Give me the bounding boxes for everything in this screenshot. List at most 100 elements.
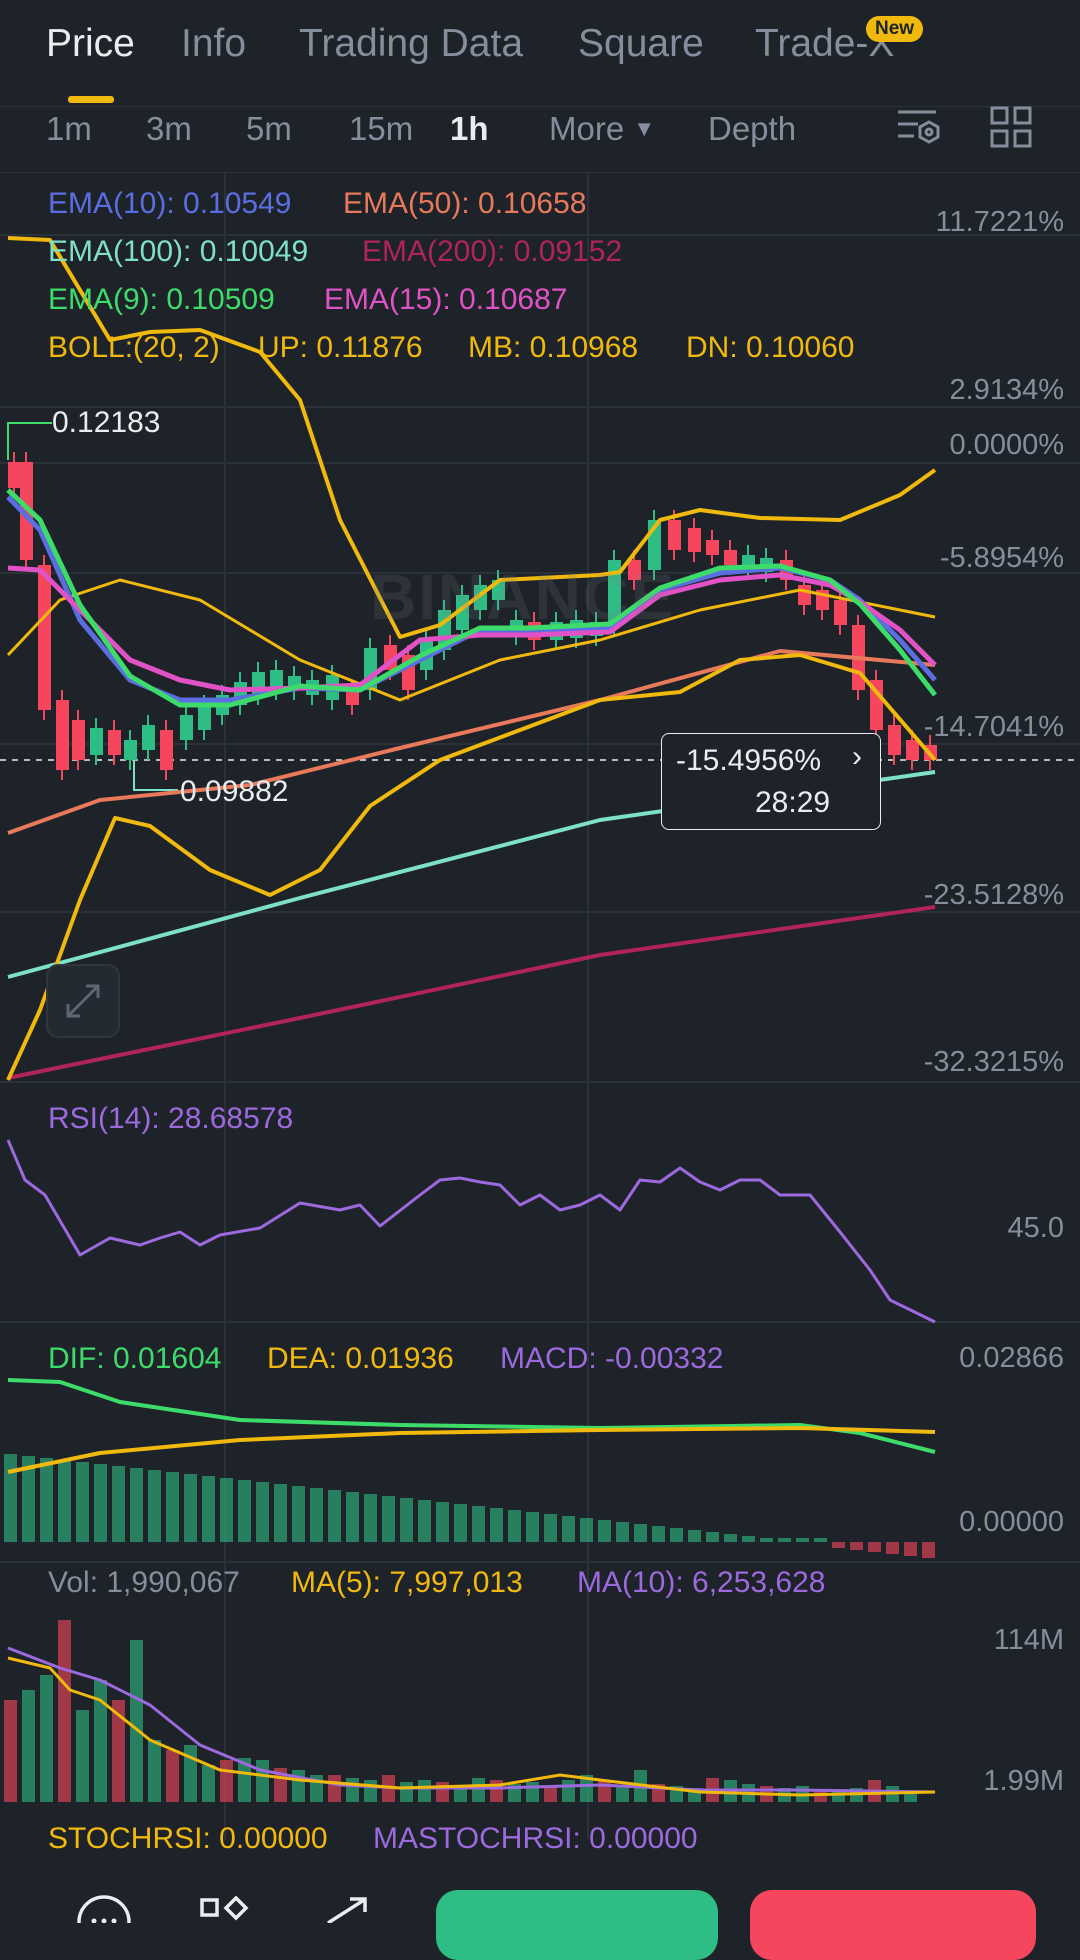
macd-histogram-bar [472, 1506, 485, 1542]
watermark: BINANCE [370, 561, 676, 633]
timeframe-5m[interactable]: 5m [246, 110, 292, 147]
macd-histogram-bar [526, 1512, 539, 1542]
timeframe-depth[interactable]: Depth [708, 110, 797, 147]
timeframe-more[interactable]: More ▼ [549, 110, 655, 148]
macd-histogram-bar [796, 1538, 809, 1542]
volume-bar [22, 1690, 35, 1802]
share-icon[interactable] [320, 1896, 372, 1923]
macd-histogram-bar [922, 1542, 935, 1558]
volume-bar [418, 1780, 431, 1802]
boll-mb-label: MB: 0.10968 [468, 331, 639, 364]
candle-body [142, 725, 155, 750]
volume-ma5-label: MA(5): 7,997,013 [291, 1566, 523, 1599]
timeframe-1h[interactable]: 1h [450, 110, 489, 147]
macd-histogram-bar [724, 1534, 737, 1542]
rsi-label: RSI(14): 28.68578 [48, 1102, 294, 1135]
chat-icon[interactable] [76, 1894, 132, 1923]
macd-histogram-bar [4, 1454, 17, 1542]
macd-histogram-bar [850, 1542, 863, 1550]
timeframe-1m[interactable]: 1m [46, 110, 92, 147]
candle-body [160, 730, 173, 770]
tab-info[interactable]: Info [181, 22, 247, 65]
volume-bar [526, 1782, 539, 1802]
price-axis-label: -32.3215% [923, 1046, 1064, 1078]
tab-trading-data[interactable]: Trading Data [299, 22, 524, 65]
volume-bar [94, 1680, 107, 1802]
timeframe-15m[interactable]: 15m [349, 110, 414, 147]
fullscreen-button[interactable] [46, 964, 120, 1038]
volume-bar [598, 1780, 611, 1802]
ema9-label: EMA(9): 0.10509 [48, 283, 275, 316]
timeframe-3m[interactable]: 3m [146, 110, 192, 147]
macd-histogram-bar [814, 1538, 827, 1542]
volume-bar [580, 1775, 593, 1802]
candle-body [724, 550, 737, 565]
buy-button[interactable] [436, 1890, 718, 1960]
macd-histogram-bar [688, 1530, 701, 1542]
volume-bar [40, 1675, 53, 1802]
candle-body [346, 690, 359, 705]
price-axis-label: 0.0000% [949, 429, 1065, 461]
macd-histogram-bar [616, 1522, 629, 1542]
candle-body [198, 705, 211, 730]
volume-bar [562, 1780, 575, 1802]
macd-histogram-bar [904, 1542, 917, 1556]
macd-histogram-bar [886, 1542, 899, 1554]
volume-ma10-label: MA(10): 6,253,628 [577, 1566, 826, 1599]
candle-body [108, 730, 121, 755]
macd-histogram-bar [22, 1456, 35, 1542]
price-axis-label: -23.5128% [923, 879, 1064, 911]
macd-histogram-bar [148, 1470, 161, 1542]
volume-bar [400, 1782, 413, 1802]
sell-button[interactable] [750, 1890, 1036, 1960]
boll-label: BOLL:(20, 2) [48, 331, 220, 364]
volume-ma5-line [7, 1656, 936, 1797]
ema9-line [6, 488, 937, 708]
tab-price[interactable]: Price [46, 22, 135, 65]
new-badge: New [866, 16, 924, 42]
low-price-label: 0.09882 [180, 775, 289, 808]
macd-axis-top: 0.02866 [959, 1342, 1064, 1374]
macd-value-label: MACD: -0.00332 [500, 1342, 724, 1375]
boll-middle-line [6, 578, 936, 702]
boll-up-label: UP: 0.11876 [258, 331, 423, 364]
volume-bar [148, 1740, 161, 1802]
macd-histogram-bar [40, 1458, 53, 1542]
macd-histogram-bar [490, 1508, 503, 1542]
low-marker-line [133, 760, 178, 791]
macd-histogram-bar [742, 1536, 755, 1542]
current-change-percent: -15.4956% [676, 744, 822, 777]
candle-body [124, 740, 137, 760]
macd-histogram-bar [184, 1474, 197, 1542]
layout-grid-icon[interactable] [990, 106, 1032, 153]
macd-histogram-bar [400, 1498, 413, 1542]
volume-bar [490, 1780, 503, 1802]
current-price-tag[interactable]: -15.4956% › 28:29 [661, 733, 881, 830]
volume-bar [202, 1765, 215, 1802]
candle-body [608, 560, 621, 625]
macd-histogram-bar [112, 1466, 125, 1542]
volume-bar [436, 1782, 449, 1802]
volume-bar [256, 1760, 269, 1802]
volume-bar [238, 1758, 251, 1802]
candle-body [56, 700, 69, 770]
price-axis-label: 11.7221% [935, 206, 1064, 238]
candle-body [688, 528, 701, 552]
candle-body [834, 600, 847, 625]
candle-body [628, 560, 641, 580]
ema200-label: EMA(200): 0.09152 [362, 235, 623, 268]
rsi-line [6, 1139, 936, 1324]
volume-label: Vol: 1,990,067 [48, 1566, 240, 1599]
stochrsi-label: STOCHRSI: 0.00000 [48, 1822, 328, 1855]
ema15-label: EMA(15): 0.10687 [324, 283, 568, 316]
widgets-icon[interactable] [200, 1896, 252, 1923]
indicator-settings-icon[interactable] [896, 106, 942, 155]
ema200-line [7, 905, 936, 1080]
boll-dn-label: DN: 0.10060 [686, 331, 855, 364]
tab-square[interactable]: Square [578, 22, 704, 65]
caret-down-icon: ▼ [633, 116, 656, 141]
macd-histogram-bar [220, 1478, 233, 1542]
candle-body [20, 462, 33, 560]
mastochrsi-label: MASTOCHRSI: 0.00000 [373, 1822, 698, 1855]
